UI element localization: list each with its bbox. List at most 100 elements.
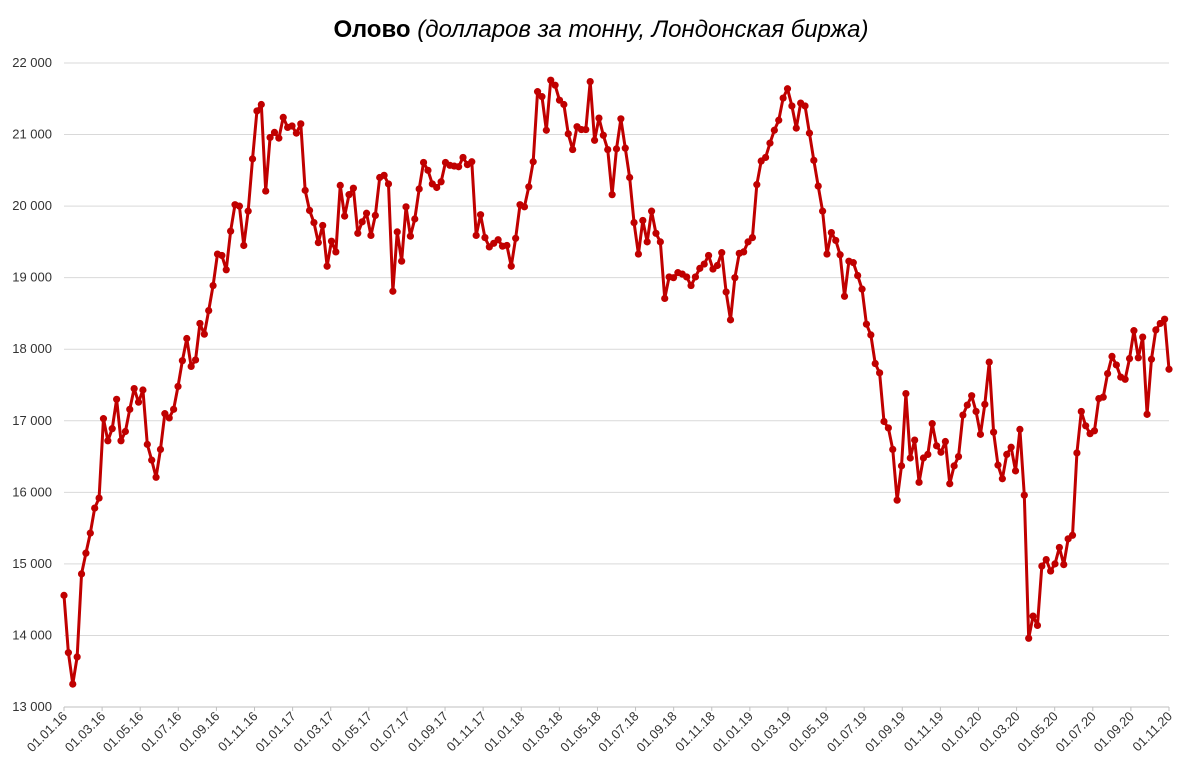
x-tick-label: 01.07.17 bbox=[367, 709, 413, 755]
data-point bbox=[183, 334, 191, 343]
data-point bbox=[191, 356, 200, 364]
data-point bbox=[472, 231, 480, 240]
data-point bbox=[248, 155, 257, 163]
data-point bbox=[433, 183, 441, 192]
data-point bbox=[538, 93, 546, 101]
data-point bbox=[827, 228, 835, 237]
data-point bbox=[104, 437, 112, 445]
x-tick-label: 01.01.17 bbox=[252, 709, 298, 755]
data-point bbox=[849, 259, 857, 267]
data-point bbox=[187, 362, 195, 370]
data-point bbox=[1003, 450, 1011, 459]
data-point bbox=[775, 116, 783, 124]
data-point bbox=[897, 462, 906, 470]
data-point bbox=[459, 153, 467, 162]
y-tick-label: 14 000 bbox=[12, 627, 52, 642]
data-point bbox=[143, 440, 151, 448]
data-point bbox=[305, 206, 314, 214]
data-point bbox=[1020, 491, 1028, 499]
data-point bbox=[889, 445, 897, 453]
data-point bbox=[1147, 355, 1156, 363]
data-point bbox=[1016, 425, 1024, 433]
data-point bbox=[1011, 467, 1020, 475]
data-point bbox=[227, 227, 235, 235]
data-point bbox=[972, 407, 980, 416]
x-tick-label: 01.03.17 bbox=[290, 709, 336, 755]
data-point bbox=[345, 191, 353, 199]
y-tick-label: 15 000 bbox=[12, 556, 52, 571]
data-point bbox=[205, 306, 213, 315]
data-point bbox=[1152, 326, 1160, 334]
data-point bbox=[832, 236, 840, 245]
data-point bbox=[722, 288, 730, 296]
data-point bbox=[424, 166, 432, 174]
data-point bbox=[810, 156, 818, 164]
x-tick-label: 01.11.19 bbox=[901, 709, 947, 755]
data-point bbox=[494, 236, 502, 244]
data-point bbox=[1143, 410, 1151, 418]
data-point bbox=[1042, 556, 1050, 564]
data-point bbox=[985, 358, 993, 366]
data-point bbox=[915, 478, 923, 486]
data-point bbox=[73, 653, 81, 661]
data-point bbox=[924, 450, 932, 459]
data-point bbox=[402, 203, 410, 211]
data-point bbox=[661, 294, 669, 303]
x-tick-label: 01.11.20 bbox=[1129, 709, 1175, 755]
data-point bbox=[95, 494, 103, 502]
data-point bbox=[139, 386, 147, 394]
data-point bbox=[840, 292, 849, 300]
data-point bbox=[257, 100, 265, 109]
data-point bbox=[801, 102, 809, 110]
data-point bbox=[590, 136, 599, 144]
data-point bbox=[1139, 333, 1147, 341]
y-tick-label: 17 000 bbox=[12, 413, 52, 428]
data-point bbox=[165, 414, 173, 422]
data-point bbox=[262, 187, 270, 195]
data-point bbox=[941, 437, 949, 446]
data-point bbox=[643, 238, 651, 246]
data-point bbox=[319, 221, 327, 230]
data-point bbox=[582, 125, 590, 134]
data-point bbox=[700, 260, 708, 268]
data-point bbox=[148, 456, 156, 464]
data-point bbox=[1121, 375, 1129, 383]
x-tick-label: 01.07.19 bbox=[824, 709, 870, 755]
data-point bbox=[647, 207, 656, 215]
y-tick-label: 13 000 bbox=[12, 699, 52, 714]
data-point bbox=[288, 122, 296, 130]
data-point bbox=[779, 94, 787, 102]
data-point bbox=[86, 529, 94, 537]
data-point bbox=[990, 428, 998, 436]
data-point bbox=[358, 218, 366, 226]
data-point bbox=[669, 274, 678, 282]
data-point bbox=[266, 133, 274, 142]
x-axis: 01.01.1601.03.1601.05.1601.07.1601.09.16… bbox=[24, 707, 1175, 755]
x-tick-label: 01.09.18 bbox=[633, 709, 679, 755]
x-tick-label: 01.01.18 bbox=[481, 709, 527, 755]
data-point bbox=[911, 436, 919, 444]
x-tick-label: 01.11.17 bbox=[444, 709, 490, 755]
data-point bbox=[406, 232, 415, 240]
data-point bbox=[731, 274, 739, 282]
data-point bbox=[718, 249, 726, 257]
data-point bbox=[170, 405, 178, 413]
data-point bbox=[691, 273, 700, 281]
data-point bbox=[748, 234, 757, 242]
gridlines bbox=[64, 62, 1169, 708]
data-point bbox=[1104, 369, 1112, 378]
data-point bbox=[933, 442, 941, 450]
data-point bbox=[639, 216, 647, 225]
data-point bbox=[156, 445, 165, 453]
data-point bbox=[64, 649, 72, 657]
data-point bbox=[753, 181, 761, 189]
data-point bbox=[69, 680, 77, 688]
data-point bbox=[415, 185, 423, 193]
data-point bbox=[687, 281, 695, 290]
data-point bbox=[652, 229, 660, 237]
data-point bbox=[1130, 327, 1138, 335]
y-axis: 13 000 14 000 15 000 16 000 17 000 18 000 19 0… bbox=[12, 55, 52, 714]
data-point bbox=[994, 461, 1002, 469]
data-point bbox=[117, 437, 125, 445]
x-tick-label: 01.07.16 bbox=[138, 709, 184, 755]
